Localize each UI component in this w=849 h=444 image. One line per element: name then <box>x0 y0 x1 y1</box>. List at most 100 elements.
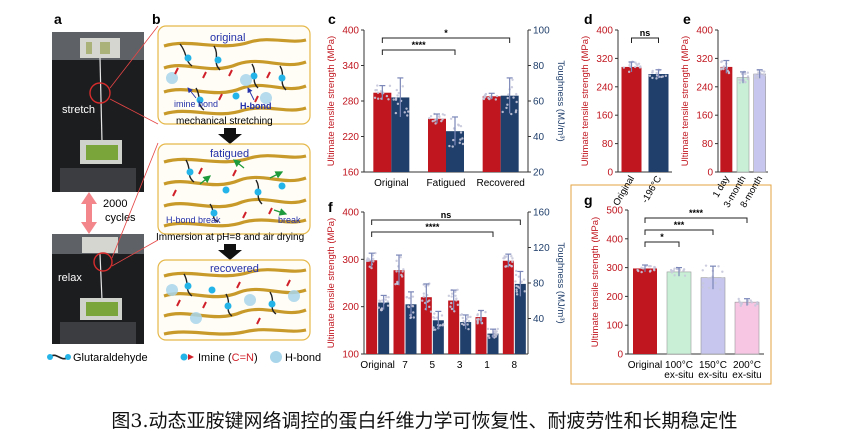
bar <box>432 320 444 354</box>
data-point <box>749 299 752 302</box>
y-tick-label: 80 <box>702 139 714 150</box>
cycles-unit: cycles <box>105 212 136 224</box>
bar <box>700 277 726 355</box>
h-bond-icon <box>270 351 282 363</box>
data-point <box>395 270 398 273</box>
data-point <box>394 111 398 115</box>
data-point <box>466 323 469 326</box>
data-point <box>467 319 470 323</box>
y-tick-label: 400 <box>342 208 359 219</box>
data-point <box>501 110 504 114</box>
data-point <box>455 299 458 302</box>
data-point <box>396 94 399 97</box>
data-point <box>627 70 631 74</box>
data-point <box>701 269 704 272</box>
y2-tick-label: 120 <box>533 243 550 254</box>
data-point <box>637 62 641 65</box>
data-point <box>722 67 725 71</box>
bar <box>475 317 487 354</box>
bar <box>420 297 432 354</box>
data-point <box>495 94 499 98</box>
data-point <box>496 327 499 331</box>
data-point <box>408 296 411 300</box>
data-point <box>515 290 519 293</box>
data-point <box>683 274 687 277</box>
data-point <box>461 316 464 320</box>
data-point <box>365 259 368 263</box>
data-point <box>648 74 652 77</box>
data-point <box>405 295 409 299</box>
bar <box>405 304 417 354</box>
significance-bracket <box>371 231 494 237</box>
data-point <box>432 326 435 329</box>
data-point <box>505 106 508 110</box>
bar <box>753 73 766 173</box>
data-point <box>366 257 369 260</box>
cycles-value: 2000 <box>103 198 127 210</box>
data-point <box>493 336 496 339</box>
data-point <box>412 311 415 314</box>
data-point <box>633 65 637 69</box>
data-point <box>753 73 757 76</box>
data-point <box>510 112 513 116</box>
data-point <box>387 98 390 101</box>
bar <box>378 302 390 354</box>
data-point <box>372 257 375 261</box>
data-point <box>510 264 513 268</box>
data-point <box>459 138 462 141</box>
significance-label: *** <box>674 220 685 230</box>
data-point <box>476 322 479 325</box>
category-label: ex-situ <box>732 370 761 381</box>
data-point <box>466 315 470 319</box>
y-tick-label: 0 <box>607 168 613 179</box>
significance-bracket <box>644 217 748 223</box>
data-point <box>394 282 397 286</box>
y2-axis-label: Toughness (MJ/m³) <box>555 60 566 141</box>
y-tick-label: 400 <box>342 26 359 37</box>
state-recovered-label: recovered <box>210 263 259 275</box>
schematic-original: original imine bond H-bond <box>157 25 311 125</box>
data-point <box>520 280 523 283</box>
y-tick-label: 160 <box>596 111 613 122</box>
bar <box>666 271 692 355</box>
h-bond-label: H-bond <box>240 101 272 111</box>
data-point <box>432 328 435 331</box>
y-tick-label: 100 <box>606 321 623 332</box>
y-tick-label: 400 <box>596 26 613 37</box>
data-point <box>372 260 375 263</box>
bar <box>460 322 472 354</box>
h-bond-break-label: H-bond break <box>166 215 221 225</box>
y-tick-label: 240 <box>596 82 613 93</box>
y-tick-label: 300 <box>342 255 359 266</box>
state-fatigued-label: fatigued <box>210 148 249 160</box>
y2-tick-label: 100 <box>533 26 550 37</box>
category-label: Original <box>374 178 408 189</box>
data-point <box>622 66 626 69</box>
data-point <box>396 102 400 106</box>
data-point <box>707 286 711 290</box>
bar <box>428 118 446 172</box>
bar <box>502 260 514 354</box>
data-point <box>486 327 490 331</box>
significance-label: **** <box>689 208 704 218</box>
data-point <box>459 131 463 134</box>
y2-tick-label: 80 <box>533 279 545 290</box>
data-point <box>387 295 390 299</box>
y-axis-label: Ultimate tensile strength (MPa) <box>590 217 601 347</box>
data-point <box>406 114 409 117</box>
category-label: Original <box>611 174 637 208</box>
data-point <box>515 92 518 96</box>
data-point <box>704 264 708 267</box>
data-point <box>460 322 464 326</box>
data-point <box>495 333 498 336</box>
imine-icon <box>180 353 194 361</box>
data-point <box>720 67 723 70</box>
y2-tick-label: 20 <box>533 168 545 179</box>
data-point <box>737 297 740 301</box>
data-point <box>407 305 411 309</box>
data-point <box>407 110 410 113</box>
data-point <box>517 275 521 278</box>
significance-label: ns <box>640 28 651 38</box>
data-point <box>493 330 497 333</box>
data-point <box>451 145 454 148</box>
